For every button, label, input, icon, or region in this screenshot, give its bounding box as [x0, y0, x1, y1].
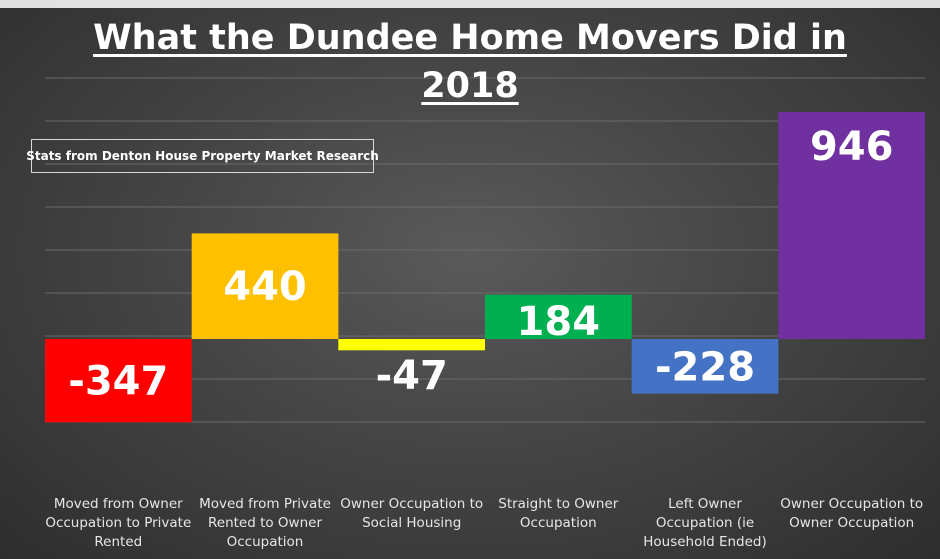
- bar-5: [631, 339, 779, 394]
- value-labels: -347 440 -47 184 -228 946: [68, 124, 893, 405]
- bar-4: [485, 294, 632, 339]
- top-strip: [0, 0, 940, 8]
- bar-6: [778, 112, 925, 339]
- category-label: Occupation (ie: [656, 515, 754, 531]
- category-label: Rented: [94, 534, 142, 550]
- chart-subtitle: Stats from Denton House Property Market …: [26, 139, 379, 173]
- bar-2: [191, 233, 339, 339]
- bar-value-label: 946: [810, 124, 894, 170]
- bar-value-label: -47: [376, 353, 448, 399]
- chart-title-line-2: 2018: [421, 66, 519, 106]
- category-labels: Moved from Owner Occupation to Private Ren…: [45, 496, 923, 550]
- category-label: Straight to Owner: [498, 496, 619, 512]
- bar-1: [45, 339, 192, 423]
- category-label: Household Ended): [643, 534, 767, 550]
- category-label: Owner Occupation to: [340, 496, 483, 512]
- bar-value-label: -228: [655, 344, 755, 390]
- category-label: Occupation to Private: [45, 515, 191, 531]
- category-label: Moved from Private: [199, 496, 331, 512]
- category-label: Moved from Owner: [54, 496, 183, 512]
- chart-title-line-1: What the Dundee Home Movers Did in: [93, 18, 847, 58]
- category-label: Left Owner: [668, 496, 742, 512]
- category-label: Social Housing: [362, 515, 461, 531]
- category-label: Rented to Owner: [208, 515, 322, 531]
- bars: [45, 112, 925, 423]
- category-label: Occupation: [227, 534, 304, 550]
- bar-3: [338, 339, 485, 351]
- category-label: Owner Occupation: [789, 515, 914, 531]
- bar-value-label: 440: [223, 264, 307, 310]
- category-label: Occupation: [520, 515, 597, 531]
- bar-value-label: 184: [517, 299, 601, 345]
- category-label: Owner Occupation to: [780, 496, 923, 512]
- bar-value-label: -347: [68, 359, 168, 405]
